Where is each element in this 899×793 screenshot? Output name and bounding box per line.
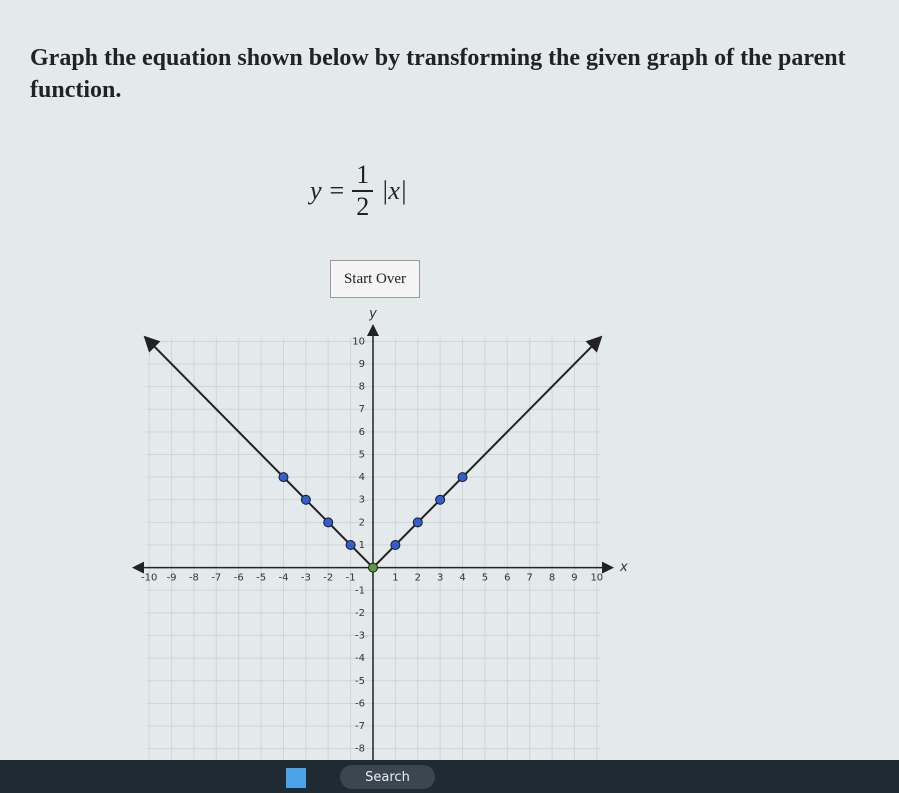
y-tick-label: 3 [359,495,365,506]
x-tick-label: 5 [482,573,488,584]
y-tick-label: 2 [359,517,365,528]
x-tick-label: 3 [437,573,443,584]
x-tick-label: -6 [234,573,244,584]
y-tick-label: 8 [359,382,365,393]
x-tick-label: 4 [459,573,465,584]
y-tick-label: 5 [359,449,365,460]
x-tick-label: -3 [301,573,311,584]
point [300,494,311,505]
x-tick-label: -5 [256,573,266,584]
eq-rhs: |x| [381,176,408,205]
x-tick-label: 1 [392,573,398,584]
denominator: 2 [356,192,370,221]
x-tick-label: -9 [167,573,177,584]
x-tick-label: -10 [141,573,157,584]
y-tick-label: -2 [355,608,365,619]
eq-lhs: y [310,176,322,205]
eq-relation: = [329,176,345,205]
y-tick-label: 10 [352,336,365,347]
x-tick-label: -8 [189,573,199,584]
point [457,472,468,483]
x-tick-label: 6 [504,573,510,584]
x-tick-label: -4 [278,573,288,584]
y-tick-label: -6 [355,698,365,709]
point [345,540,356,550]
y-tick-label: 4 [359,472,365,483]
taskbar: Search [0,760,899,793]
search-box[interactable]: Search [340,765,435,789]
vertex-point [368,562,378,573]
y-tick-label: 6 [359,427,365,438]
numerator: 1 [352,160,374,192]
point [390,540,401,550]
x-tick-label: 9 [571,573,577,584]
x-axis-label: x [619,560,628,575]
y-axis-label: y [368,307,377,322]
point [278,472,289,483]
x-tick-label: 7 [526,573,532,584]
x-tick-label: -2 [323,573,333,584]
x-tick-label: 2 [415,573,421,584]
start-over-button[interactable]: Start Over [330,260,420,298]
point [323,517,334,528]
y-tick-label: -3 [355,631,365,642]
point [435,494,446,505]
y-tick-label: 7 [359,404,365,415]
y-tick-label: -1 [355,585,365,596]
point [412,517,423,528]
y-tick-label: -5 [355,676,365,687]
y-tick-label: 1 [359,540,365,551]
x-tick-label: -1 [346,573,356,584]
start-icon[interactable] [286,768,306,788]
y-tick-label: -8 [355,744,365,755]
y-tick-label: 9 [359,359,365,370]
y-tick-label: -7 [355,721,365,732]
x-tick-label: -7 [211,573,221,584]
x-tick-label: 10 [590,573,603,584]
y-tick-label: -4 [355,653,365,664]
x-tick-label: 8 [549,573,555,584]
question: Graph the equation shown below by transf… [30,45,846,103]
